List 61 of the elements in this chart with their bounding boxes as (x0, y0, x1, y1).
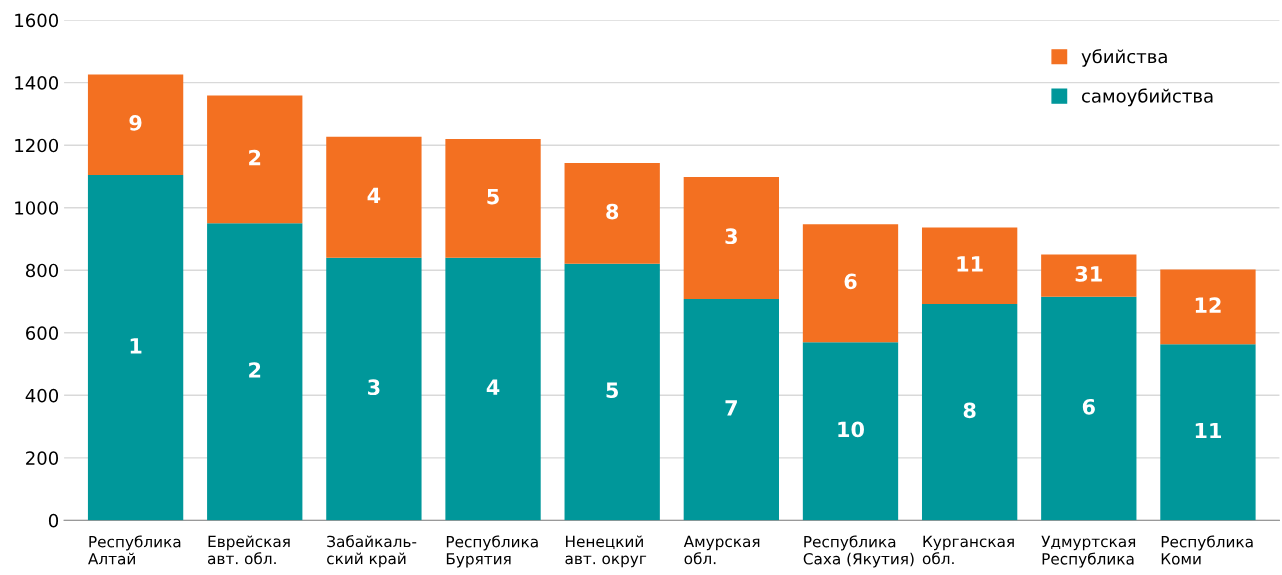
annotation: 4 (486, 379, 500, 395)
annotation: 8 (963, 402, 976, 419)
bar (207, 95, 303, 224)
x-tick-label: Ненецкий авт. округ (565, 535, 647, 568)
y-tick-label: 1000 (15, 201, 59, 215)
annotation: 1 (130, 338, 142, 354)
annotation: 8 (606, 203, 619, 220)
x-tick-label: Амурская обл. (683, 535, 760, 565)
y-tick-label: 1200 (15, 138, 59, 153)
bar (1041, 254, 1137, 297)
x-tick-label: Республика Алтай (88, 535, 181, 565)
bar (326, 136, 422, 258)
bar (87, 74, 184, 175)
bar (326, 257, 422, 521)
legend-label: убийства (1081, 49, 1167, 67)
annotation: 11 (957, 256, 983, 272)
annotation: 6 (1082, 398, 1095, 415)
annotation: 9 (129, 115, 142, 131)
bar (1160, 269, 1256, 345)
bar (921, 304, 1018, 521)
bar (683, 177, 779, 300)
y-tick-label: 1400 (15, 76, 59, 90)
bar (1160, 344, 1256, 521)
x-tick-label: Республика Коми (1161, 535, 1253, 565)
bar (921, 227, 1018, 305)
bar (802, 224, 899, 343)
bar (683, 299, 779, 521)
x-tick-label: Удмуртская Республика (1041, 535, 1136, 568)
annotation: 11 (1195, 422, 1222, 439)
annotation: 3 (368, 379, 380, 396)
annotation: 12 (1195, 297, 1221, 313)
annotation: 31 (1075, 266, 1102, 282)
x-tick-label: Забайкаль- ский край (327, 535, 417, 568)
bar (1041, 296, 1137, 521)
y-tick-label: 0 (48, 513, 59, 528)
annotation: 3 (725, 228, 737, 245)
y-tick-label: 800 (26, 263, 59, 278)
bar (445, 257, 541, 521)
annotation: 2 (249, 362, 261, 378)
y-tick-label: 200 (26, 451, 59, 465)
y-tick-label: 600 (26, 326, 59, 340)
bar (445, 138, 541, 258)
annotation: 5 (606, 382, 618, 399)
x-tick-label: Республика Бурятия (446, 535, 538, 568)
legend-label: самоубийства (1081, 88, 1213, 107)
annotation: 10 (838, 421, 864, 438)
bar (87, 174, 184, 521)
bar (564, 163, 660, 264)
bar (564, 263, 660, 521)
y-tick-label: 1600 (15, 13, 59, 28)
annotation: 7 (725, 400, 737, 416)
annotation: 4 (367, 187, 381, 203)
x-tick-label: Еврейская авт. обл. (208, 535, 290, 565)
x-tick-label: Республика Саха (Якутия) (803, 535, 914, 568)
bar (207, 223, 303, 521)
bar (802, 342, 899, 521)
y-tick-label: 400 (25, 388, 59, 403)
annotation: 6 (844, 273, 857, 290)
x-tick-label: Курганская обл. (922, 535, 1014, 565)
annotation: 2 (249, 149, 261, 166)
annotation: 5 (487, 188, 499, 205)
